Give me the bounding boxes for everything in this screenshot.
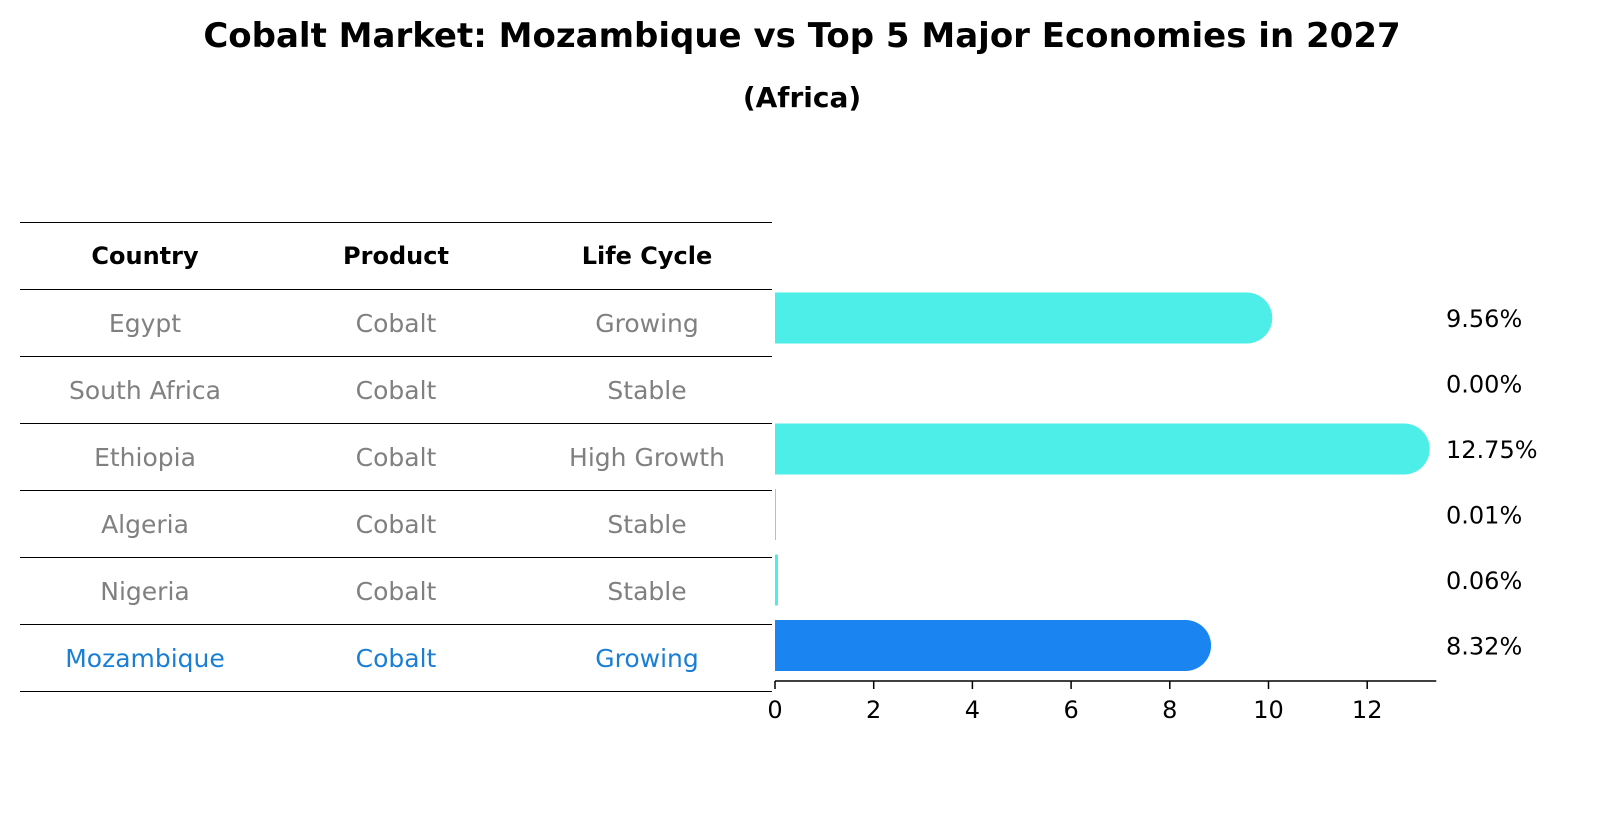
product-cell: Cobalt xyxy=(355,308,437,338)
table-row: Ethiopia Cobalt High Growth xyxy=(20,423,772,490)
table-row-highlighted: Mozambique Cobalt Growing xyxy=(20,624,772,692)
x-axis-tick-label: 12 xyxy=(1352,696,1383,724)
table-header-row: Country Product Life Cycle xyxy=(20,222,772,289)
country-table: Country Product Life Cycle Egypt Cobalt … xyxy=(20,222,772,692)
bar xyxy=(775,423,1430,475)
table-row: South Africa Cobalt Stable xyxy=(20,356,772,423)
product-cell: Cobalt xyxy=(355,643,437,673)
bar-value-label: 9.56% xyxy=(1446,305,1522,333)
product-cell: Cobalt xyxy=(355,442,437,472)
life-cycle-cell: Growing xyxy=(595,643,699,673)
country-cell: Nigeria xyxy=(100,576,190,606)
life-cycle-cell: Stable xyxy=(607,576,687,606)
chart-title: Cobalt Market: Mozambique vs Top 5 Major… xyxy=(203,16,1401,56)
life-cycle-cell: Stable xyxy=(607,509,687,539)
country-cell: South Africa xyxy=(69,375,221,405)
country-cell: Ethiopia xyxy=(94,442,196,472)
chart-subtitle: (Africa) xyxy=(742,81,862,114)
bar-value-label: 8.32% xyxy=(1446,633,1522,661)
bar-value-label: 0.06% xyxy=(1446,567,1522,595)
bar-chart: 9.56% 0.00% 12.75% 0.01% 0.06% 8.32% 0 2 4 6 8 10 12 xyxy=(767,292,1538,724)
table-row: Egypt Cobalt Growing xyxy=(20,289,772,356)
bar xyxy=(775,554,778,606)
product-cell: Cobalt xyxy=(355,375,437,405)
product-cell: Cobalt xyxy=(355,509,437,539)
country-cell: Mozambique xyxy=(65,643,225,673)
country-cell: Egypt xyxy=(108,308,182,338)
bar-value-label: 12.75% xyxy=(1446,436,1538,464)
bar-value-label: 0.01% xyxy=(1446,502,1522,530)
column-header-product: Product xyxy=(343,242,449,270)
life-cycle-cell: High Growth xyxy=(569,442,725,472)
bar-value-label: 0.00% xyxy=(1446,371,1522,399)
column-header-country: Country xyxy=(91,242,199,270)
x-axis-tick-label: 6 xyxy=(1063,696,1078,724)
x-axis-tick-label: 4 xyxy=(965,696,980,724)
table-row: Nigeria Cobalt Stable xyxy=(20,557,772,624)
life-cycle-cell: Stable xyxy=(607,375,687,405)
table-row: Algeria Cobalt Stable xyxy=(20,490,772,557)
bar xyxy=(775,489,776,540)
country-cell: Algeria xyxy=(101,509,189,539)
bar xyxy=(775,292,1273,344)
x-axis-tick-label: 8 xyxy=(1162,696,1177,724)
bar xyxy=(775,620,1212,671)
column-header-life-cycle: Life Cycle xyxy=(581,242,713,270)
x-axis-tick-label: 10 xyxy=(1253,696,1284,724)
x-axis-tick-label: 0 xyxy=(767,696,782,724)
life-cycle-cell: Growing xyxy=(595,308,699,338)
x-axis-tick-label: 2 xyxy=(866,696,881,724)
product-cell: Cobalt xyxy=(355,576,437,606)
